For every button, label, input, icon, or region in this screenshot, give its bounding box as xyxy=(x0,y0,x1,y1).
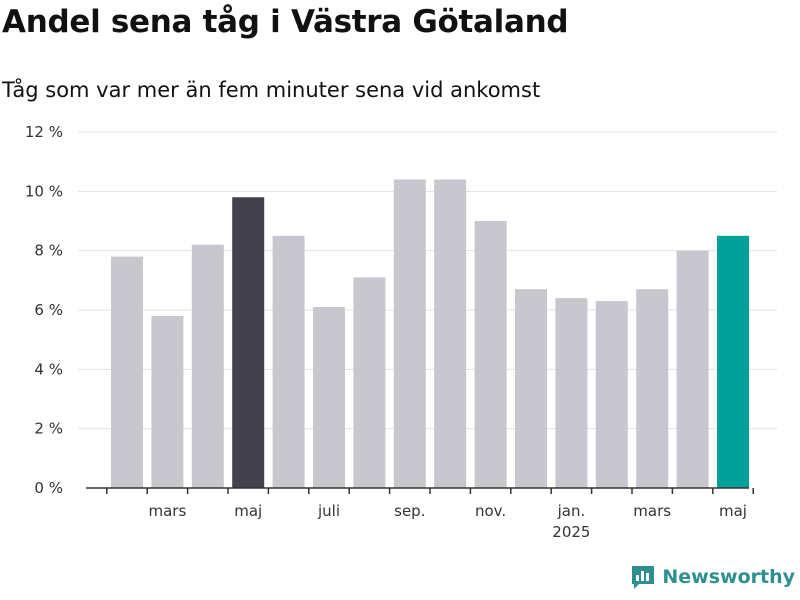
x-tick-label: jan. xyxy=(557,502,586,520)
x-tick-label: juli xyxy=(317,502,340,520)
bar xyxy=(555,298,588,488)
bar xyxy=(272,235,305,488)
x-tick-label: mars xyxy=(633,502,671,520)
bar-chart: 0 % 2 % 4 % 6 % 8 % 10 % 12 % mars maj juli sep. n… xyxy=(25,123,777,541)
x-tick-label: mars xyxy=(149,502,187,520)
bars xyxy=(111,179,749,488)
chart-subtitle: Tåg som var mer än fem minuter sena vid … xyxy=(2,78,541,102)
bar xyxy=(353,277,386,488)
x-tick-label: maj xyxy=(719,502,747,520)
y-tick-label: 12 % xyxy=(25,123,63,141)
x-tick-sublabel: 2025 xyxy=(552,523,590,541)
bar xyxy=(313,307,345,488)
x-tick-label: sep. xyxy=(394,502,425,520)
bar xyxy=(595,301,628,488)
bar xyxy=(393,179,426,488)
brand-name: Newsworthy xyxy=(662,566,795,588)
x-tick-label: nov. xyxy=(475,502,506,520)
bar xyxy=(676,250,709,488)
x-axis xyxy=(86,487,754,494)
bar-chart-logo-icon xyxy=(632,566,655,589)
y-tick-label: 0 % xyxy=(34,479,63,497)
bar xyxy=(515,289,547,488)
x-axis-ticks: mars maj juli sep. nov. jan. 2025 mars maj xyxy=(149,502,747,541)
bar xyxy=(111,256,143,488)
bar xyxy=(232,197,265,488)
y-tick-label: 2 % xyxy=(34,420,63,438)
brand-logo: Newsworthy xyxy=(630,564,795,590)
bar xyxy=(474,221,507,488)
bar xyxy=(151,315,184,488)
y-tick-label: 6 % xyxy=(34,301,63,319)
chart-title: Andel sena tåg i Västra Götaland xyxy=(2,4,569,40)
y-tick-label: 8 % xyxy=(34,242,63,260)
bar xyxy=(191,244,224,488)
bar xyxy=(717,235,749,488)
y-tick-label: 10 % xyxy=(25,182,63,200)
bar xyxy=(434,179,467,488)
bar xyxy=(636,289,669,488)
y-axis-ticks: 0 % 2 % 4 % 6 % 8 % 10 % 12 % xyxy=(25,123,63,497)
x-tick-label: maj xyxy=(234,502,262,520)
y-tick-label: 4 % xyxy=(34,360,63,378)
